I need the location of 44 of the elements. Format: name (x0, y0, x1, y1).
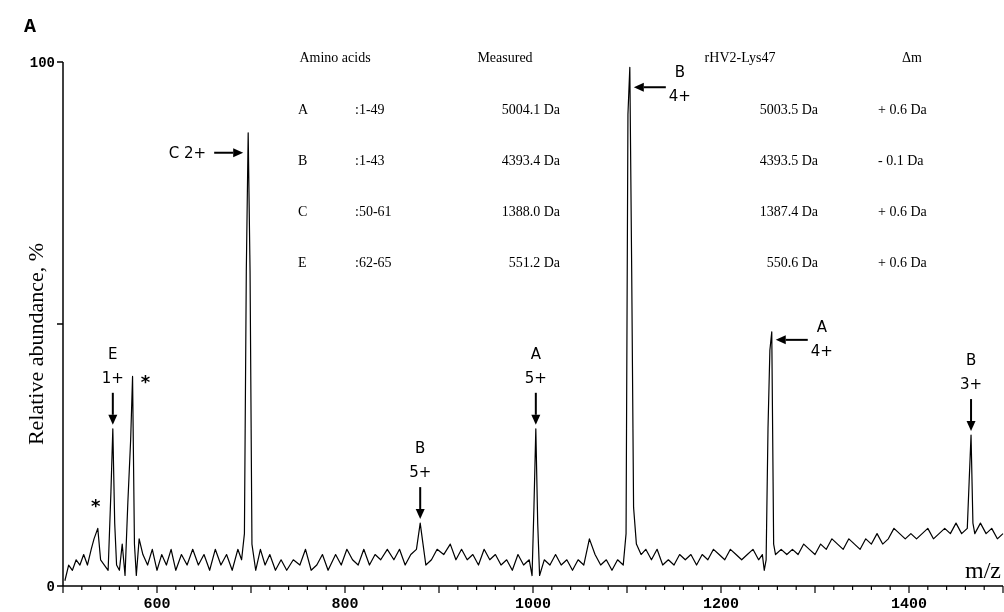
x-tick-label: 1200 (702, 596, 740, 612)
annotation: B 3+ (959, 351, 983, 394)
annotation: B (298, 153, 308, 168)
annotation: + 0.6 Da (878, 204, 928, 219)
annotation: :1-49 (355, 102, 385, 117)
annotation: - 0.1 Da (878, 153, 925, 168)
annotation: A 5+ (524, 344, 547, 387)
annotation: 4393.4 Da (501, 153, 561, 168)
annotation: Measured (477, 50, 533, 65)
x-axis-title: m/z (965, 557, 1001, 583)
y-axis-title: Relative abundance, % (23, 242, 48, 446)
annotation: A (298, 102, 309, 117)
annotation: 5003.5 Da (759, 102, 819, 117)
annotation: C (298, 204, 308, 219)
y-tick-label: 0 (46, 579, 55, 595)
annotation: :50-61 (355, 204, 392, 219)
annotation: B 4+ (668, 63, 691, 106)
annotation: 551.2 Da (508, 255, 561, 270)
annotation: A 4+ (810, 317, 833, 360)
x-tick-label: 1400 (890, 596, 928, 612)
x-tick-label: 1000 (514, 596, 552, 612)
annotation: + 0.6 Da (878, 255, 928, 270)
annotation: 1387.4 Da (759, 204, 819, 219)
annotation: 1388.0 Da (501, 204, 561, 219)
annotation: 4393.5 Da (759, 153, 819, 168)
x-tick-label: 600 (143, 596, 171, 612)
annotation: :62-65 (355, 255, 392, 270)
annotation: * (140, 371, 151, 393)
annotation: 550.6 Da (766, 255, 819, 270)
annotation: B 5+ (409, 439, 432, 482)
annotation: 5004.1 Da (501, 102, 561, 117)
annotation: + 0.6 Da (878, 102, 928, 117)
chart-title: A (24, 15, 37, 38)
annotation: C 2+ (168, 143, 207, 162)
annotation: Amino acids (299, 50, 371, 65)
annotation: * (91, 495, 102, 517)
annotation: :1-43 (355, 153, 385, 168)
annotation: Δm (902, 50, 923, 65)
annotation: rHV2-Lys47 (704, 50, 776, 65)
annotation: E (298, 255, 307, 270)
y-tick-label: 100 (29, 55, 55, 71)
annotation: E 1+ (101, 344, 124, 387)
x-tick-label: 800 (331, 596, 359, 612)
line-series (64, 66, 1004, 582)
